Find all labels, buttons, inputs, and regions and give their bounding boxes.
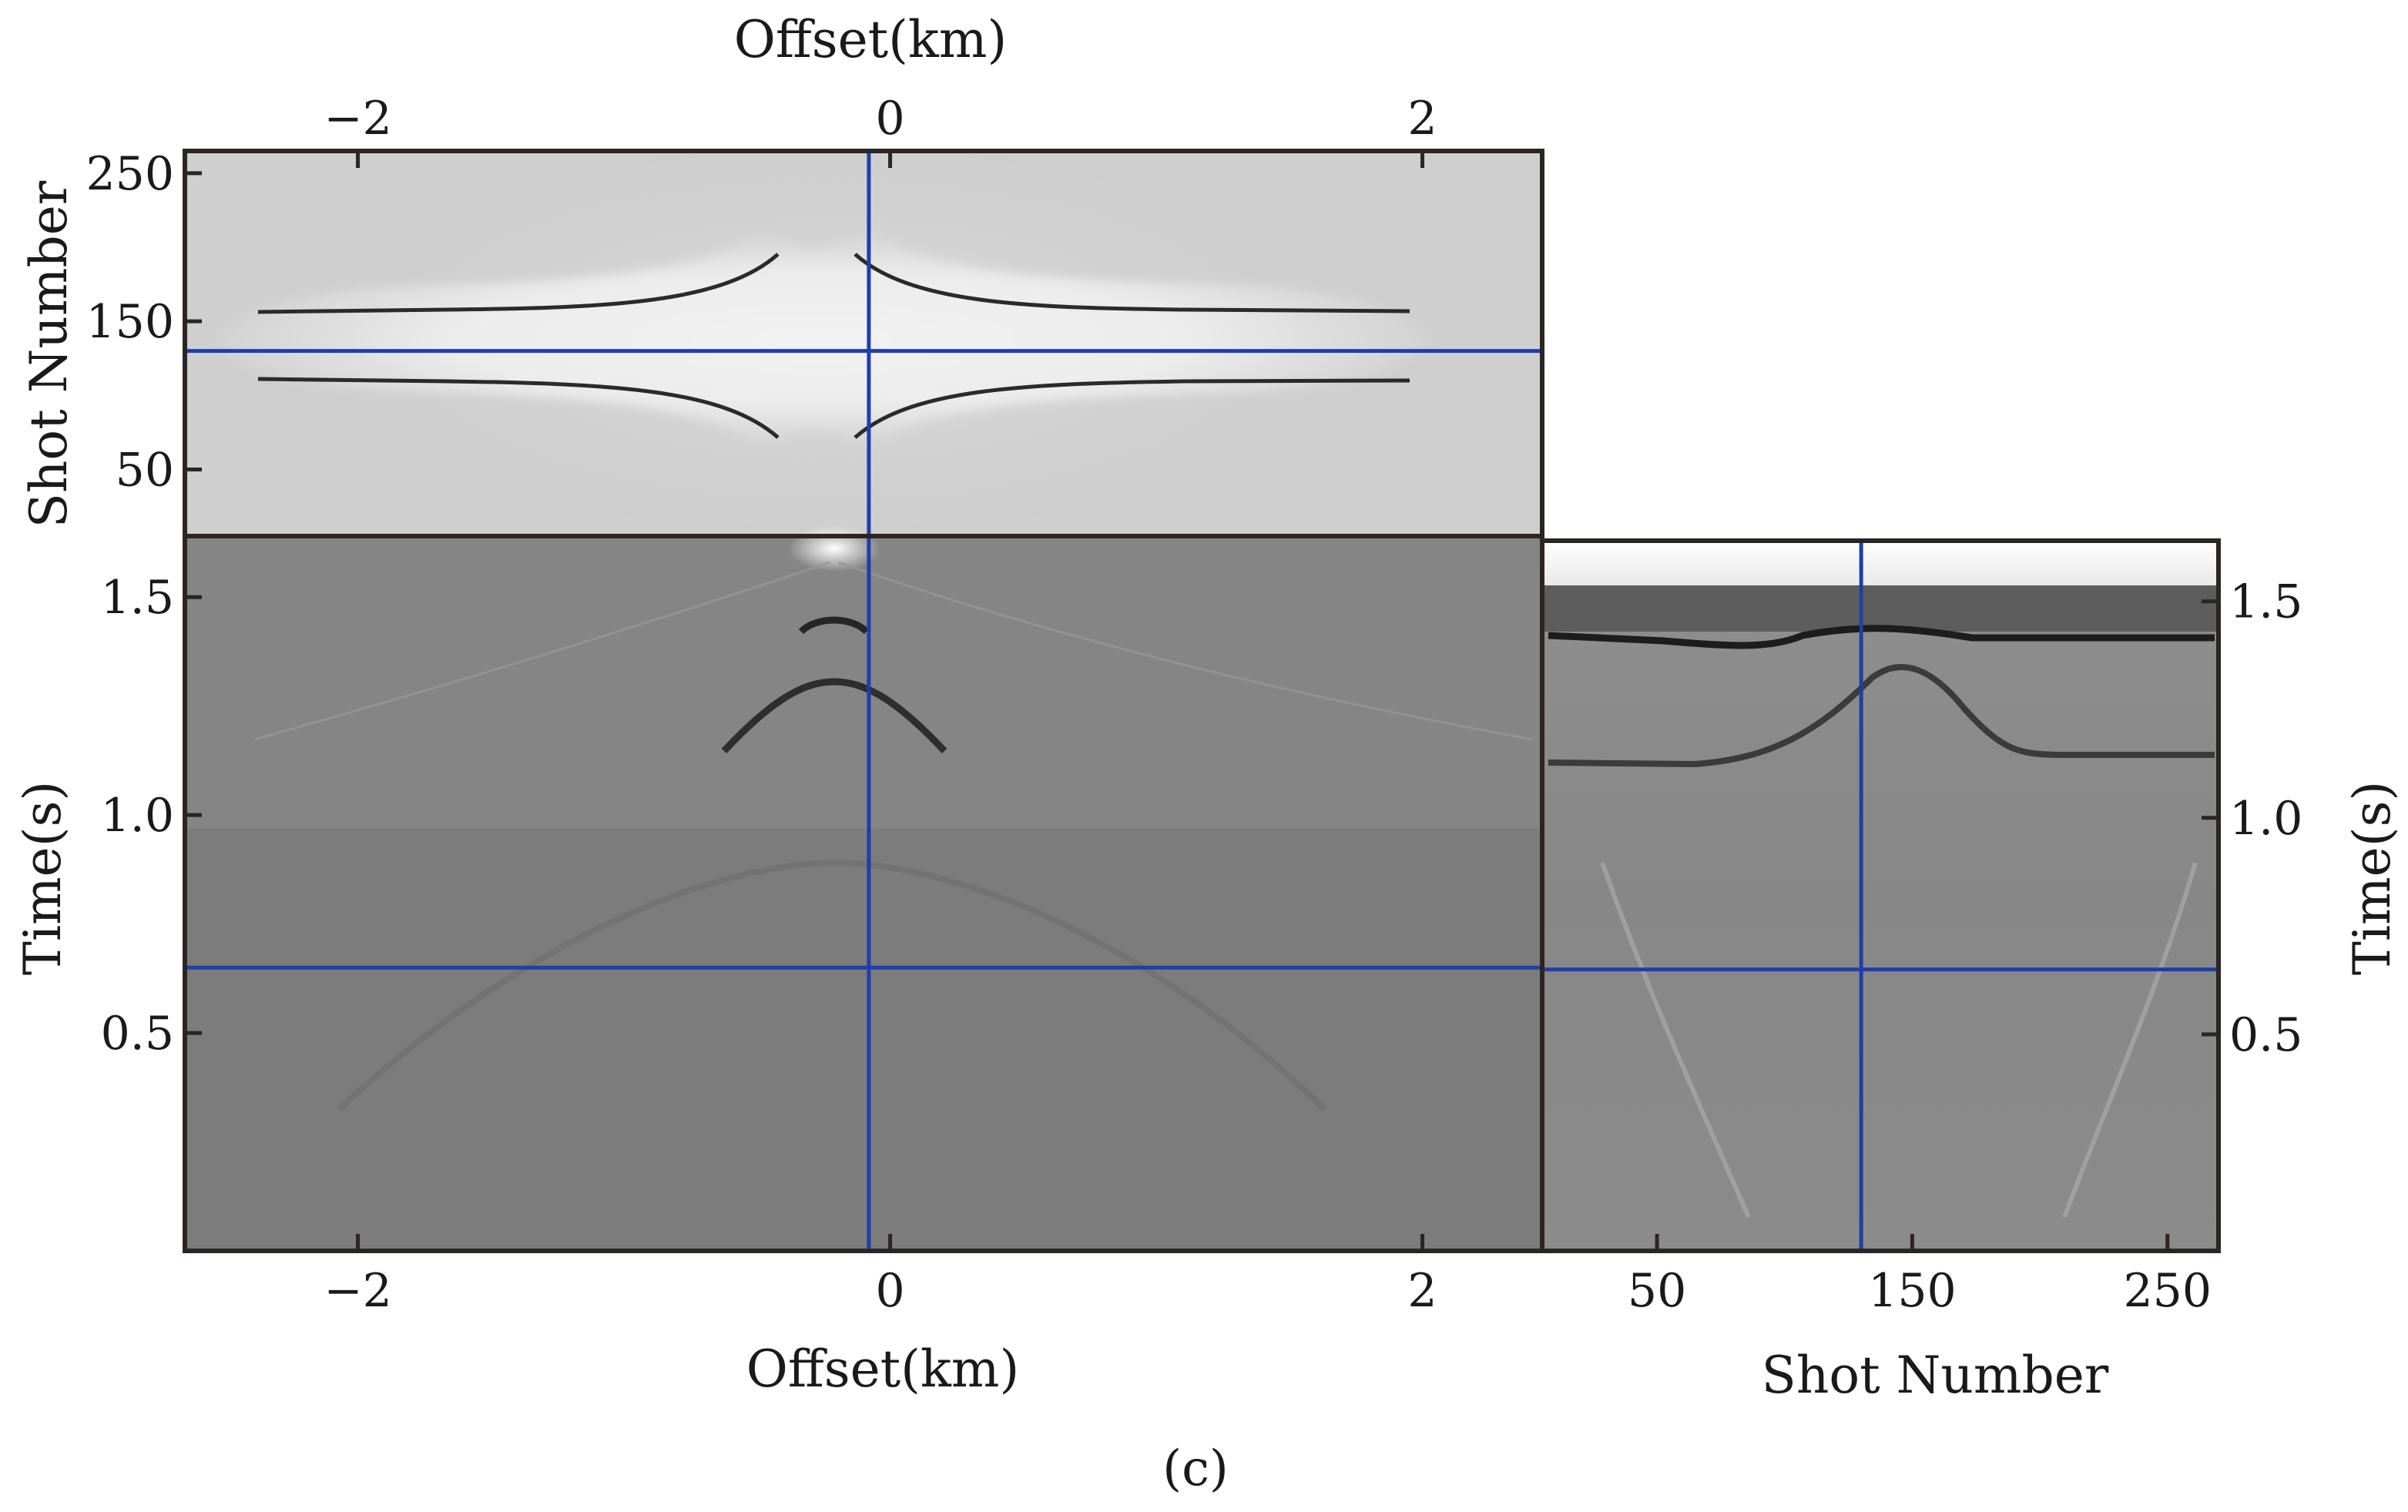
bottom-left-panel-event-1 — [798, 616, 870, 635]
bottom-left-panel-x-tick-label: 0 — [875, 1264, 904, 1318]
bottom-left-panel-y-tick-label: 1.5 — [101, 571, 174, 625]
bottom-right-panel-y-tick-label: 0.5 — [2229, 1008, 2302, 1062]
top-panel-y-ticks: 50 150 250 — [86, 147, 202, 497]
bottom-left-panel-y-axis-label: Time(s) — [13, 781, 72, 975]
top-panel-bright-event — [212, 231, 1433, 447]
bottom-right-panel-y-tick-label: 1.5 — [2229, 575, 2302, 629]
bottom-left-panel-x-ticks: −2 0 2 — [324, 1234, 1437, 1318]
bottom-right-panel-y-axis-label: Time(s) — [2343, 781, 2402, 975]
bottom-left-panel: −2 0 2 0.5 1.0 1.5 — [101, 525, 1544, 1318]
top-panel-dark-line-lower — [257, 377, 780, 439]
bottom-right-panel-horizon-1 — [1548, 625, 2215, 649]
figure-caption: (c) — [1162, 1440, 1229, 1497]
bottom-left-panel-y-ticks: 0.5 1.0 1.5 — [101, 571, 202, 1061]
bottom-right-panel-y-ticks: 0.5 1.0 1.5 — [2202, 575, 2302, 1062]
bottom-right-panel-top-band — [1542, 541, 2219, 587]
bottom-right-panel-x-ticks: 50 150 250 — [1628, 1234, 2212, 1318]
bottom-left-panel-diffraction-left — [253, 561, 831, 741]
bottom-right-panel-dark-band — [1542, 585, 2219, 632]
top-panel-y-tick-label: 150 — [86, 295, 174, 349]
bottom-right-panel-background — [1542, 541, 2219, 1251]
bottom-left-panel-diffraction-right — [837, 561, 1534, 741]
top-panel-y-tick-label: 250 — [86, 147, 174, 201]
bottom-left-panel-source-flash — [788, 525, 880, 572]
top-panel-y-tick-label: 50 — [116, 443, 174, 497]
top-panel-x-axis-label: Offset(km) — [734, 10, 1008, 69]
bottom-left-panel-upper-tone — [185, 536, 1542, 829]
top-panel-x-ticks: −2 0 2 — [324, 92, 1437, 168]
top-panel: −2 0 2 50 150 250 — [86, 92, 1544, 538]
top-panel-x-tick-label: 2 — [1407, 92, 1437, 146]
top-panel-dark-line-upper-right — [854, 253, 1410, 313]
bottom-left-panel-x-axis-label: Offset(km) — [746, 1339, 1020, 1399]
bottom-left-panel-x-tick-label: −2 — [324, 1264, 391, 1318]
bottom-left-panel-event-2 — [721, 678, 947, 754]
top-panel-dark-line-lower-right — [854, 378, 1410, 439]
bottom-left-panel-y-tick-label: 1.0 — [101, 789, 174, 843]
bottom-right-panel-cone-right — [2062, 862, 2198, 1219]
bottom-right-panel-x-tick-label: 150 — [1868, 1264, 1957, 1318]
bottom-right-panel: 50 150 250 0.5 1.0 1.5 — [1540, 538, 2302, 1318]
bottom-left-panel-x-tick-label: 2 — [1407, 1264, 1437, 1318]
bottom-right-panel-horizon-2 — [1548, 663, 2215, 768]
top-panel-y-axis-label: Shot Number — [19, 180, 79, 528]
bottom-right-panel-x-axis-label: Shot Number — [1762, 1346, 2109, 1405]
bottom-right-panel-x-tick-label: 50 — [1628, 1264, 1686, 1318]
bottom-left-panel-y-tick-label: 0.5 — [101, 1007, 174, 1061]
top-panel-x-tick-label: −2 — [324, 92, 391, 146]
bottom-right-panel-frame — [1540, 538, 2221, 1253]
bottom-right-panel-cone-left — [1600, 862, 1751, 1219]
bottom-right-panel-x-tick-label: 250 — [2123, 1264, 2212, 1318]
top-panel-x-tick-label: 0 — [875, 92, 904, 146]
bottom-right-panel-y-tick-label: 1.0 — [2229, 792, 2302, 846]
top-panel-dark-line-upper — [257, 253, 780, 314]
